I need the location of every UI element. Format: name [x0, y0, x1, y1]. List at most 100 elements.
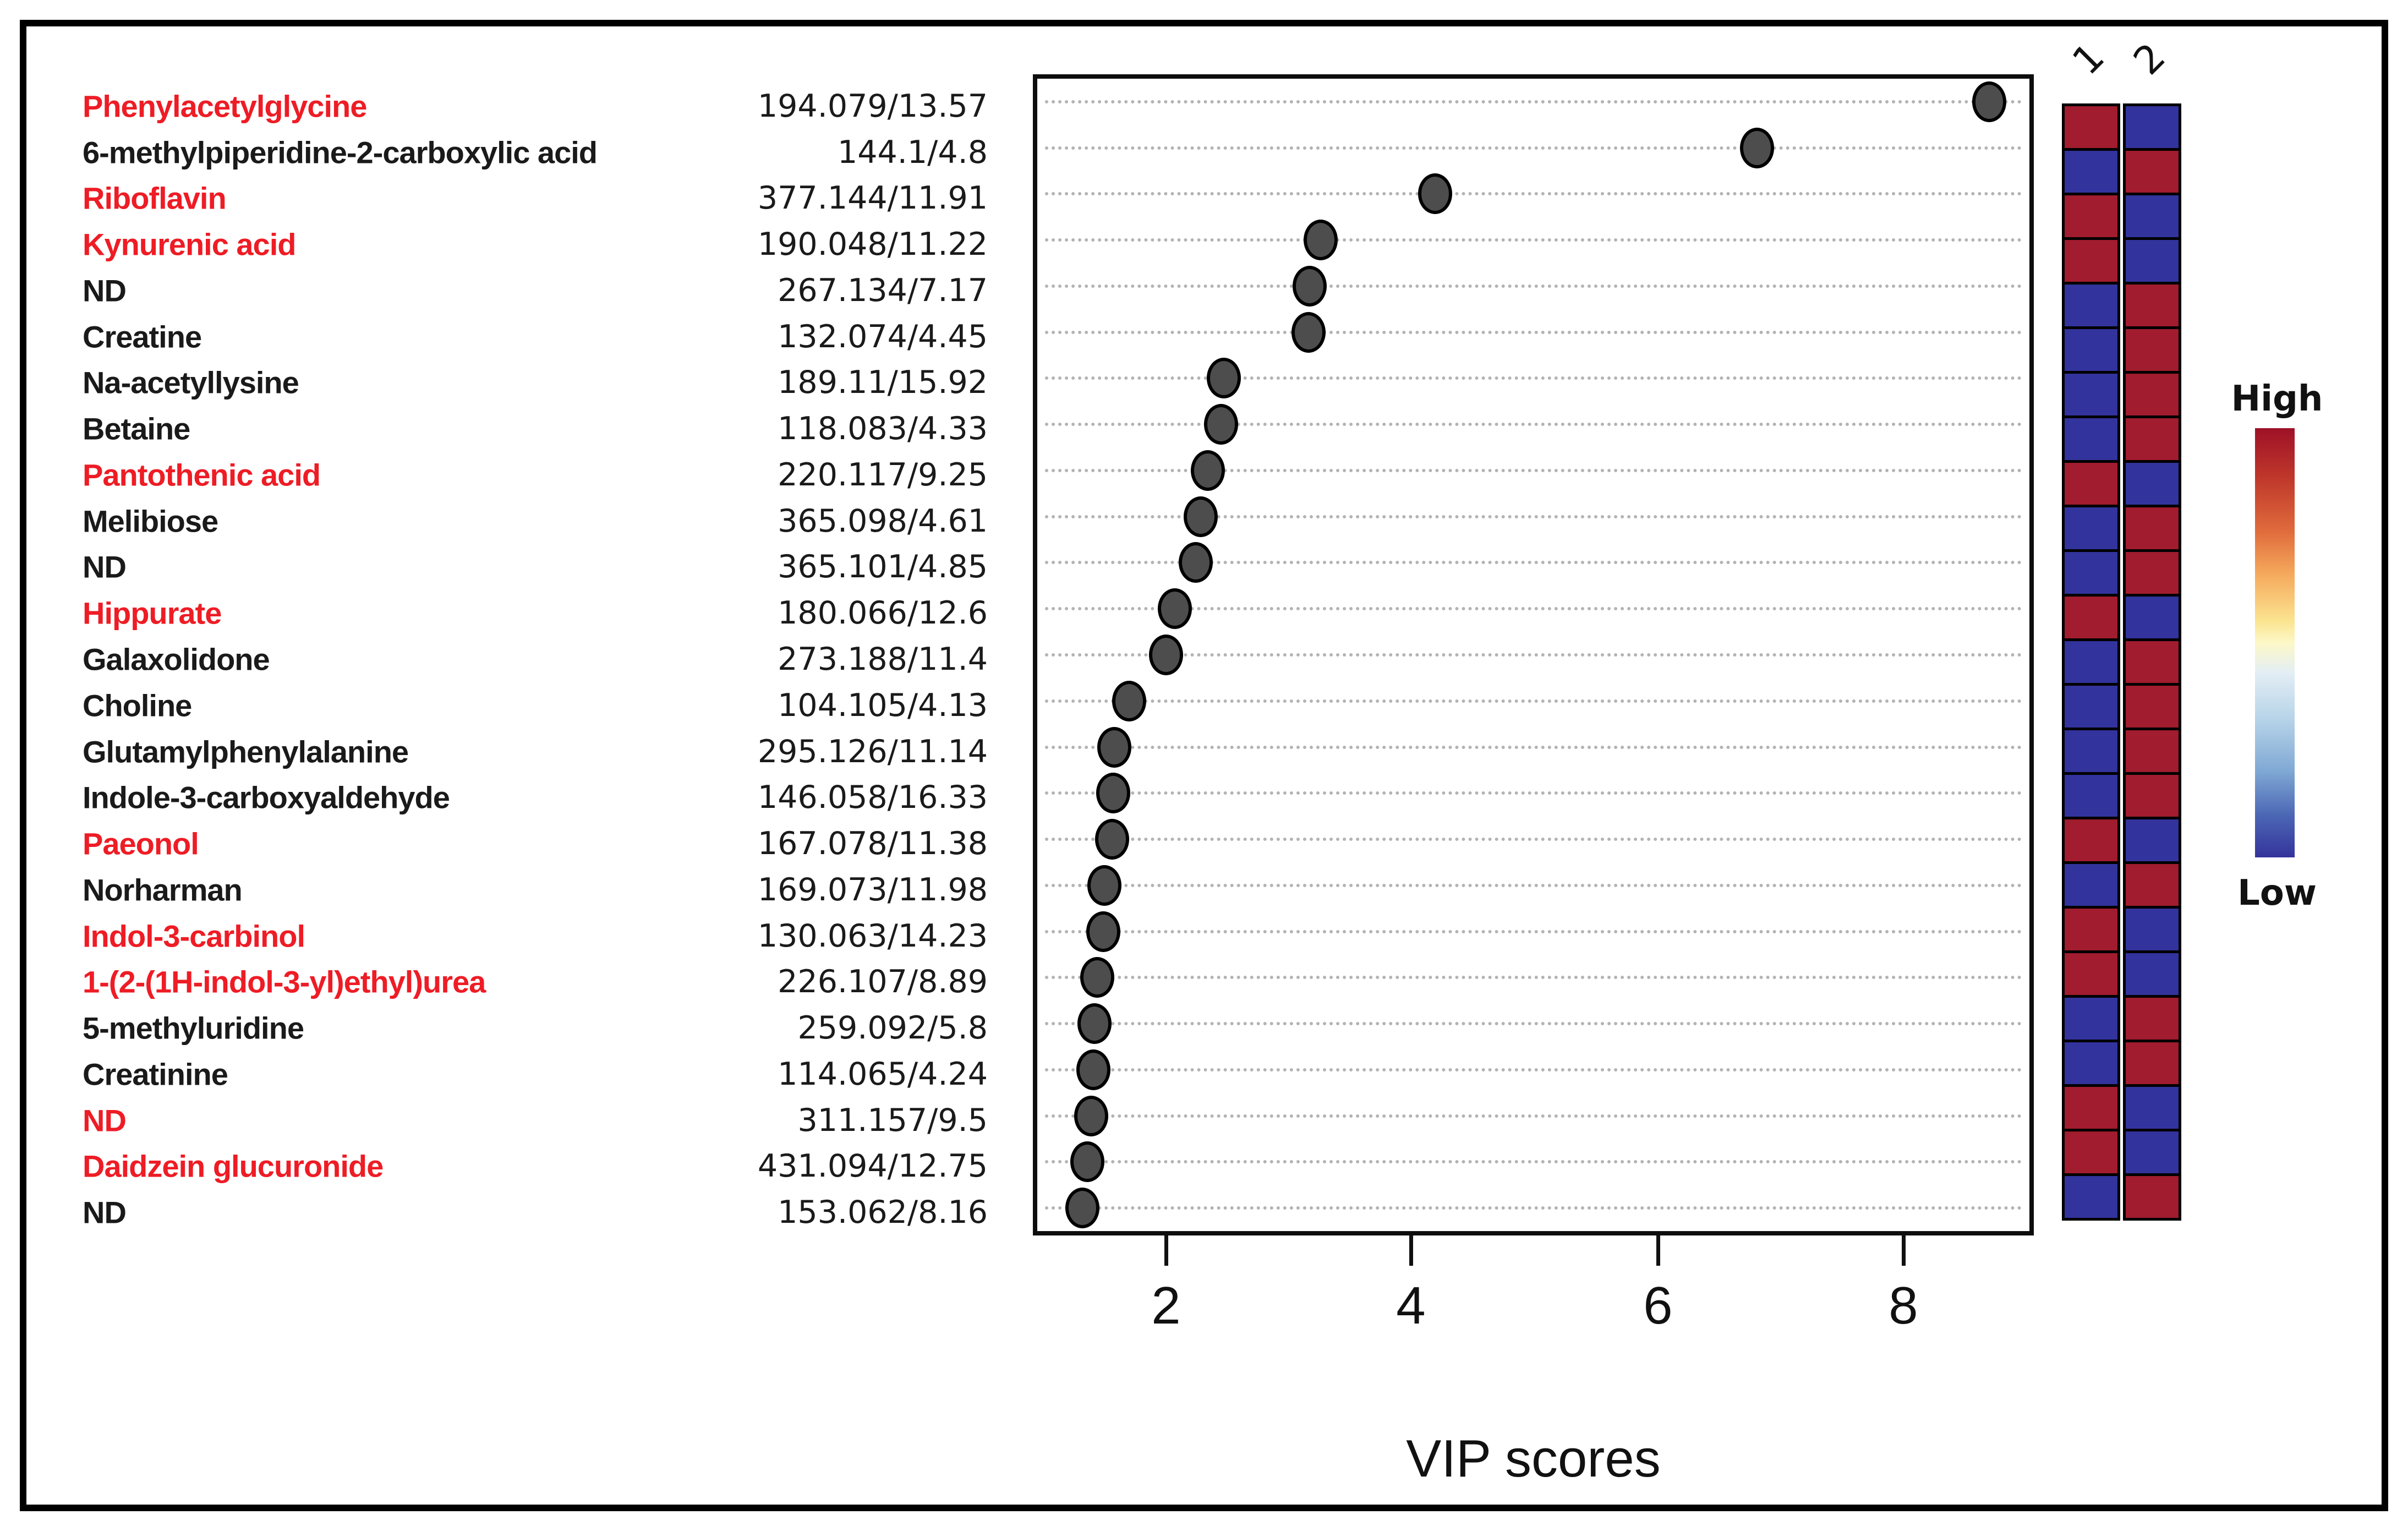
heatmap-cell-2	[2126, 1042, 2179, 1087]
heatmap-cell-1	[2065, 686, 2117, 730]
mz-rt-value: 130.063/14.23	[757, 917, 988, 954]
vip-dot	[1304, 220, 1338, 261]
heatmap-cell-2	[2126, 106, 2179, 151]
heatmap-cell-1	[2065, 597, 2117, 641]
row-gridline	[1045, 100, 2022, 103]
vip-dot	[1157, 588, 1192, 630]
colorbar-low-label: Low	[2237, 873, 2317, 914]
metabolite-label: Daidzein glucuronide	[83, 1149, 384, 1184]
vip-dot	[1086, 911, 1121, 952]
row-gridline	[1045, 929, 2022, 933]
row-gridline	[1045, 192, 2022, 196]
heatmap-cell-1	[2065, 106, 2117, 151]
row-gridline	[1045, 699, 2022, 703]
vip-dot	[1740, 127, 1775, 168]
mz-rt-value: 365.098/4.61	[778, 502, 988, 539]
heatmap-cell-1	[2065, 1042, 2117, 1087]
metabolite-label: 6-methylpiperidine-2-carboxylic acid	[83, 135, 598, 170]
heatmap-cell-1	[2065, 329, 2117, 374]
heatmap-cell-1	[2065, 1131, 2117, 1176]
vip-dot	[1070, 1141, 1105, 1183]
heatmap-cell-1	[2065, 240, 2117, 285]
vip-dot	[1097, 726, 1132, 768]
heatmap-cell-2	[2126, 151, 2179, 195]
row-gridline	[1045, 1114, 2022, 1118]
heatmap-cell-1	[2065, 641, 2117, 686]
mz-rt-value: 146.058/16.33	[757, 779, 988, 816]
heatmap-cell-2	[2126, 374, 2179, 418]
row-gridline	[1045, 1022, 2022, 1026]
vip-dot	[1087, 865, 1122, 906]
figure-border-frame	[20, 20, 2388, 1511]
x-tick-label: 2	[1151, 1276, 1181, 1335]
vip-dot	[1065, 1188, 1100, 1229]
heatmap-cell-1	[2065, 418, 2117, 463]
mz-rt-value: 167.078/11.38	[757, 825, 988, 862]
heatmap-cell-2	[2126, 1176, 2179, 1218]
vip-dot	[1293, 265, 1327, 307]
x-tick-label: 4	[1396, 1276, 1426, 1335]
metabolite-label: Phenylacetylglycine	[83, 89, 367, 124]
heatmap-cell-2	[2126, 597, 2179, 641]
heatmap-cell-2	[2126, 463, 2179, 507]
vip-dot	[1291, 311, 1326, 353]
mz-rt-value: 190.048/11.22	[757, 226, 988, 263]
heatmap-cell-1	[2065, 864, 2117, 909]
metabolite-label: Creatinine	[83, 1057, 228, 1092]
vip-dot	[1183, 496, 1218, 537]
metabolite-label: Riboflavin	[83, 181, 227, 216]
row-gridline	[1045, 883, 2022, 887]
x-tick-mark	[1409, 1235, 1413, 1266]
metabolite-label: Galaxolidone	[83, 642, 270, 677]
heatmap-cell-2	[2126, 195, 2179, 240]
x-tick-label: 6	[1643, 1276, 1673, 1335]
metabolite-label: Kynurenic acid	[83, 227, 296, 262]
mz-rt-value: 144.1/4.8	[837, 134, 988, 171]
heatmap-cell-2	[2126, 953, 2179, 998]
row-gridline	[1045, 423, 2022, 427]
vip-dot	[1972, 81, 2007, 122]
metabolite-label: Na-acetyllysine	[83, 365, 299, 400]
mz-rt-value: 267.134/7.17	[778, 272, 988, 309]
mz-rt-value: 169.073/11.98	[757, 871, 988, 908]
heatmap-cell-1	[2065, 909, 2117, 953]
heatmap-cell-2	[2126, 909, 2179, 953]
row-gridline	[1045, 791, 2022, 795]
vip-dot	[1206, 358, 1241, 399]
metabolite-label: Pantothenic acid	[83, 457, 321, 493]
row-gridline	[1045, 1068, 2022, 1071]
mz-rt-value: 431.094/12.75	[757, 1148, 988, 1185]
mz-rt-value: 153.062/8.16	[778, 1194, 988, 1231]
heatmap-cell-2	[2126, 998, 2179, 1042]
metabolite-label: Creatine	[83, 319, 202, 354]
mz-rt-value: 194.079/13.57	[757, 88, 988, 124]
vip-scatter-panel	[1037, 79, 2029, 1231]
row-gridline	[1045, 376, 2022, 380]
vip-dot	[1190, 450, 1225, 491]
row-gridline	[1045, 653, 2022, 657]
heatmap-cell-2	[2126, 507, 2179, 552]
heatmap-cell-1	[2065, 552, 2117, 597]
metabolite-label: Melibiose	[83, 504, 218, 539]
metabolite-label: Paeonol	[83, 826, 199, 861]
metabolite-label: ND	[83, 1103, 127, 1138]
heatmap-cell-2	[2126, 240, 2179, 285]
x-tick-label: 8	[1889, 1276, 1918, 1335]
mz-rt-value: 180.066/12.6	[778, 595, 988, 632]
vip-dot	[1074, 1095, 1108, 1136]
metabolite-label: 5-methyluridine	[83, 1010, 304, 1046]
vip-dot	[1077, 1003, 1112, 1045]
row-gridline	[1045, 238, 2022, 242]
heatmap-column-group2	[2123, 103, 2181, 1221]
heatmap-cell-1	[2065, 819, 2117, 864]
mz-rt-value: 377.144/11.91	[757, 180, 988, 217]
x-tick-mark	[1656, 1235, 1660, 1266]
metabolite-label: Indole-3-carboxyaldehyde	[83, 780, 450, 815]
mz-rt-value: 220.117/9.25	[778, 456, 988, 493]
heatmap-cell-1	[2065, 374, 2117, 418]
heatmap-cell-2	[2126, 329, 2179, 374]
heatmap-cell-1	[2065, 953, 2117, 998]
heatmap-cell-1	[2065, 285, 2117, 329]
row-gridline	[1045, 561, 2022, 565]
